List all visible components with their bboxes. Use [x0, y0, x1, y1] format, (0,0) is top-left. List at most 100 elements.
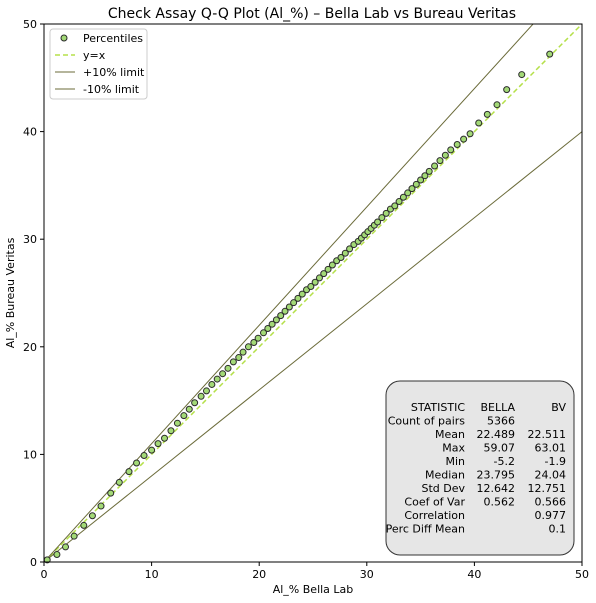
x-axis-ticks: 0 10 20 30 40 50 [41, 562, 589, 581]
percentile-point [475, 119, 483, 127]
legend-label-identity: y=x [83, 49, 106, 62]
percentile-point [197, 392, 205, 400]
percentile-point [53, 550, 61, 558]
percentile-point [447, 146, 455, 154]
percentile-point [453, 141, 461, 149]
stats-cell: 12.751 [528, 482, 567, 495]
x-tick-label: 50 [575, 568, 589, 581]
stats-cell: Coef of Var [404, 496, 465, 509]
percentile-point [244, 343, 252, 351]
y-tick-label: 20 [23, 341, 37, 354]
percentile-point [154, 440, 162, 448]
percentile-point [391, 202, 399, 210]
stats-header-cell: BV [551, 401, 566, 414]
percentile-point [133, 459, 141, 467]
x-tick-label: 0 [41, 568, 48, 581]
stats-cell: Perc Diff Mean [386, 523, 465, 536]
legend-label-minus10: -10% limit [83, 83, 140, 96]
stats-cell: 22.489 [477, 428, 516, 441]
percentile-point [518, 71, 526, 79]
percentile-point [202, 387, 210, 395]
y-tick-label: 10 [23, 448, 37, 461]
stats-cell: 63.01 [535, 442, 567, 455]
percentile-point [408, 185, 416, 193]
y-tick-label: 40 [23, 126, 37, 139]
percentile-point [346, 245, 354, 253]
percentile-point [311, 278, 319, 286]
percentile-point [395, 198, 403, 206]
percentile-point [425, 167, 433, 175]
percentile-point [431, 162, 439, 170]
percentile-point [337, 253, 345, 261]
percentile-point [328, 261, 336, 269]
percentile-point [260, 329, 268, 337]
stats-cell: Count of pairs [388, 415, 466, 428]
percentile-point [417, 176, 425, 184]
stats-cell: Max [442, 442, 465, 455]
stats-cell: 0.566 [535, 496, 567, 509]
stats-header-cell: STATISTIC [411, 401, 465, 414]
percentile-point [224, 364, 232, 372]
percentile-point [148, 446, 156, 454]
percentile-point [97, 502, 105, 510]
stats-cell: Median [425, 469, 465, 482]
percentile-point [441, 151, 449, 159]
stats-table-background [385, 380, 575, 556]
stats-cell: -5.2 [494, 455, 515, 468]
percentile-point [272, 316, 280, 324]
percentile-point [460, 135, 468, 143]
percentile-point [378, 214, 386, 222]
stats-cell: 5366 [487, 415, 515, 428]
percentile-point [167, 427, 175, 435]
percentile-point [436, 157, 444, 165]
percentile-point [70, 532, 78, 540]
stats-cell: 0.977 [535, 509, 567, 522]
percentile-point [277, 312, 285, 320]
percentile-point [229, 358, 237, 366]
stats-cell: Min [445, 455, 465, 468]
legend-marker-percentiles [60, 34, 68, 42]
percentile-point [80, 521, 88, 529]
percentile-point [341, 249, 349, 257]
percentile-point [374, 218, 382, 226]
percentile-point [290, 299, 298, 307]
percentile-point [404, 189, 412, 197]
legend-box [49, 28, 148, 100]
chart-title: Check Assay Q-Q Plot (Al_%) – Bella Lab … [108, 6, 516, 22]
y-tick-label: 0 [30, 556, 37, 569]
percentile-point [421, 172, 429, 180]
y-axis-ticks: 0 10 20 30 40 50 [23, 18, 44, 569]
y-tick-label: 30 [23, 233, 37, 246]
stats-cell: 23.795 [477, 469, 516, 482]
stats-header-cell: BELLA [480, 401, 515, 414]
stats-cell: Mean [435, 428, 465, 441]
percentile-point [412, 180, 420, 188]
stats-cell: 12.642 [477, 482, 516, 495]
stats-cell: 0.1 [549, 523, 567, 536]
y-tick-label: 50 [23, 18, 37, 31]
y-axis-label: Al_% Bureau Veritas [4, 237, 17, 348]
percentile-point [213, 375, 221, 383]
percentile-point [115, 478, 123, 486]
percentile-point [466, 130, 474, 138]
stats-cell: 59.07 [484, 442, 516, 455]
x-axis-label: Al_% Bella Lab [273, 583, 354, 596]
stats-cell: 24.04 [535, 469, 567, 482]
percentile-point [161, 434, 169, 442]
percentile-point [315, 274, 323, 282]
percentile-point [264, 325, 272, 333]
stats-table-body: STATISTIC BELLA BV Count of pairs 5366 Mean 22… [386, 401, 567, 536]
percentile-point [125, 468, 133, 476]
percentile-point [107, 489, 115, 497]
percentile-point [185, 405, 193, 413]
percentile-point [173, 419, 181, 427]
percentile-point [307, 283, 315, 291]
series-line--10-limit [44, 131, 582, 562]
stats-table: STATISTIC BELLA BV Count of pairs 5366 Mean 22… [385, 380, 575, 556]
plot-frame [43, 23, 583, 563]
percentile-point [320, 270, 328, 278]
percentile-point [546, 50, 554, 58]
legend-label-percentiles: Percentiles [83, 32, 143, 45]
legend: Percentiles y=x +10% limit -10% limit [49, 28, 148, 100]
